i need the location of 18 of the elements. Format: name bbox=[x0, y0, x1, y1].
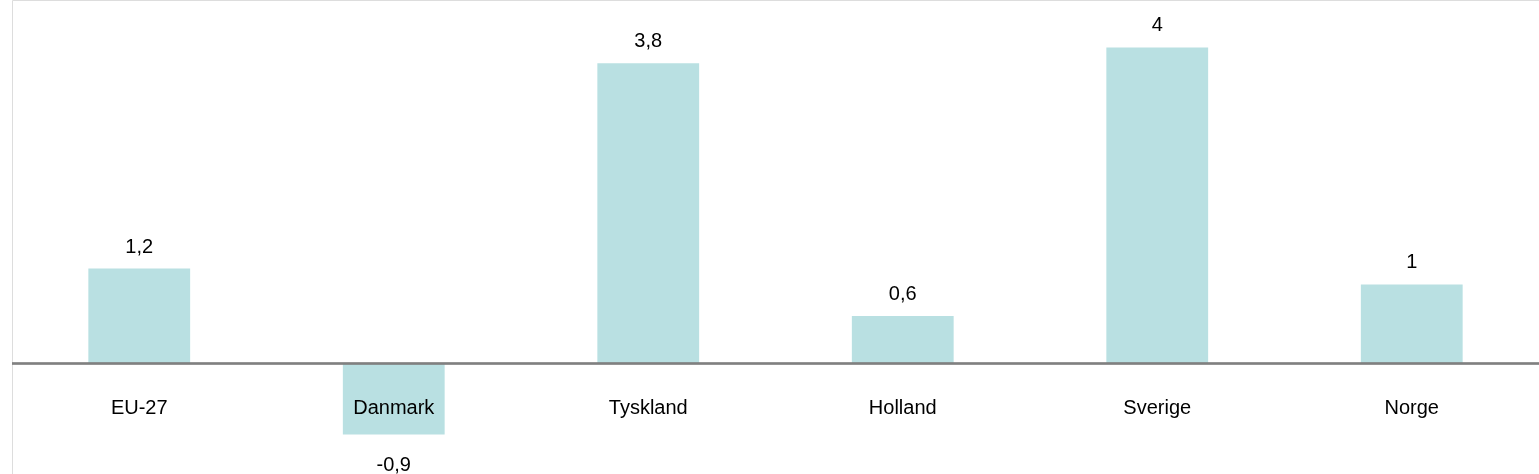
data-label: -0,9 bbox=[376, 452, 411, 474]
bar bbox=[88, 268, 191, 364]
data-label: 0,6 bbox=[888, 282, 917, 304]
bar bbox=[597, 63, 700, 364]
x-tick-label: Norge bbox=[1384, 396, 1439, 419]
bar bbox=[1106, 47, 1209, 364]
x-tick-label: Sverige bbox=[1123, 396, 1192, 419]
data-label: 1 bbox=[1406, 250, 1418, 273]
x-tick-label: Danmark bbox=[353, 396, 436, 419]
x-tick-label: Holland bbox=[868, 396, 937, 419]
bar bbox=[851, 316, 954, 364]
x-tick-label: EU-27 bbox=[110, 396, 168, 419]
data-label: 4 bbox=[1151, 13, 1163, 36]
bar bbox=[1360, 284, 1463, 364]
bar bbox=[342, 363, 445, 435]
x-tick-label: Tyskland bbox=[608, 396, 688, 419]
data-label: 1,2 bbox=[125, 234, 154, 257]
data-label: 3,8 bbox=[634, 29, 663, 52]
